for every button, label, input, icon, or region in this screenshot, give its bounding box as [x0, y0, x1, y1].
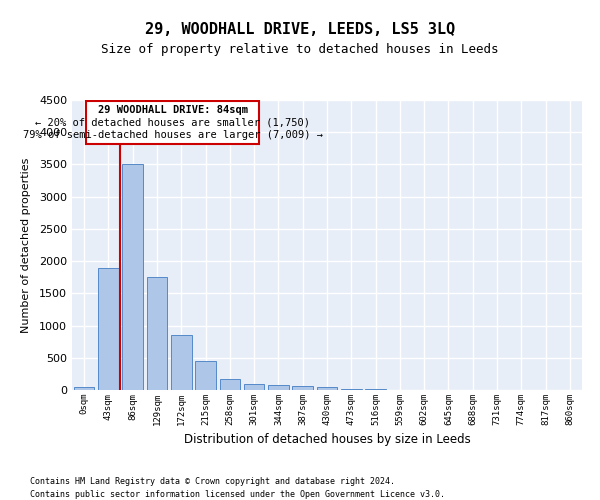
Bar	[98, 268, 119, 390]
Text: ← 20% of detached houses are smaller (1,750): ← 20% of detached houses are smaller (1,…	[35, 118, 310, 128]
X-axis label: Distribution of detached houses by size in Leeds: Distribution of detached houses by size …	[184, 434, 470, 446]
Bar	[341, 388, 362, 390]
Bar	[244, 384, 265, 390]
Text: 29 WOODHALL DRIVE: 84sqm: 29 WOODHALL DRIVE: 84sqm	[98, 105, 248, 115]
Bar	[292, 386, 313, 390]
Bar	[195, 361, 216, 390]
Text: Contains public sector information licensed under the Open Government Licence v3: Contains public sector information licen…	[30, 490, 445, 499]
Bar	[122, 164, 143, 390]
Bar	[171, 335, 191, 390]
Y-axis label: Number of detached properties: Number of detached properties	[20, 158, 31, 332]
Text: 29, WOODHALL DRIVE, LEEDS, LS5 3LQ: 29, WOODHALL DRIVE, LEEDS, LS5 3LQ	[145, 22, 455, 38]
Bar	[317, 387, 337, 390]
Text: Contains HM Land Registry data © Crown copyright and database right 2024.: Contains HM Land Registry data © Crown c…	[30, 478, 395, 486]
Bar	[146, 277, 167, 390]
Text: Size of property relative to detached houses in Leeds: Size of property relative to detached ho…	[101, 42, 499, 56]
Bar	[220, 378, 240, 390]
Text: 79% of semi-detached houses are larger (7,009) →: 79% of semi-detached houses are larger (…	[23, 130, 323, 140]
Bar	[86, 102, 259, 144]
Bar	[74, 387, 94, 390]
Bar	[268, 385, 289, 390]
